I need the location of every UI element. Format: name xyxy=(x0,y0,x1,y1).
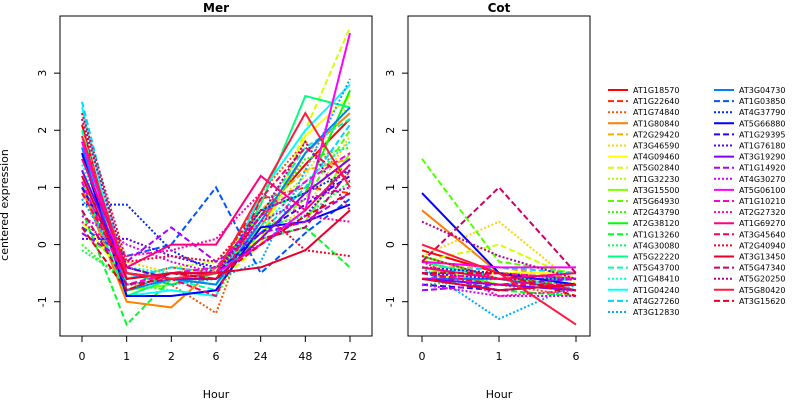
series-line-at3g13450 xyxy=(421,277,577,292)
legend-label: AT3G04730 xyxy=(739,86,785,95)
legend-label: AT1G76180 xyxy=(739,142,785,151)
legend-label: AT5G64930 xyxy=(633,197,679,206)
legend-label: AT5G66880 xyxy=(739,119,785,128)
series-line-at3g15620 xyxy=(81,192,351,292)
legend-label: AT5G47340 xyxy=(739,264,785,273)
legend-label: AT2G43790 xyxy=(633,208,679,217)
x-axis-label: Hour xyxy=(486,388,513,400)
legend-label: AT1G18570 xyxy=(633,86,679,95)
x-tick-label: 1 xyxy=(496,350,503,363)
legend-label: AT5G43700 xyxy=(633,264,679,273)
legend-label: AT1G48410 xyxy=(633,275,679,284)
series-line-at5g06100 xyxy=(81,32,351,280)
legend-label: AT1G10210 xyxy=(739,197,785,206)
x-axis-label: Hour xyxy=(203,388,230,400)
series-line-at3g15620 xyxy=(422,272,577,297)
legend-label: AT5G80420 xyxy=(739,286,785,295)
legend-label: AT1G32230 xyxy=(633,175,679,184)
legend-label: AT1G14920 xyxy=(739,164,785,173)
panel-mer: Mer -1 0 1 2 3 0 1 2 6 24 48 72 Hour xyxy=(36,1,373,400)
series-line-at5g80420 xyxy=(81,111,351,280)
x-tick-label: 24 xyxy=(254,350,268,363)
y-tick-label: 1 xyxy=(384,184,397,191)
legend-label: AT1G69270 xyxy=(739,219,785,228)
panel-cot: Cot -1 0 1 2 3 0 1 6 Hour xyxy=(384,1,591,400)
series-line-at5g20250 xyxy=(81,118,351,280)
series-line-at4g37790 xyxy=(82,169,351,275)
y-tick-label: 2 xyxy=(384,127,397,134)
legend-label: AT5G06100 xyxy=(739,186,785,195)
legend-label: AT4G27260 xyxy=(633,297,679,306)
series-line-at1g69270 xyxy=(81,158,351,269)
legend-label: AT4G30080 xyxy=(633,241,679,250)
legend-label: AT4G09460 xyxy=(633,153,679,162)
legend-label: AT1G03850 xyxy=(739,97,785,106)
legend-label: AT1G74840 xyxy=(633,108,679,117)
legend-label: AT2G40940 xyxy=(739,241,785,250)
figure-y-axis-label: centered expression xyxy=(0,149,11,261)
legend-label: AT3G15620 xyxy=(739,297,785,306)
series-line-at2g27320 xyxy=(421,260,577,298)
x-tick-label: 6 xyxy=(213,350,220,363)
legend-label: AT1G80840 xyxy=(633,119,679,128)
legend-label: AT4G37790 xyxy=(739,108,785,117)
y-tick-label: 3 xyxy=(384,70,397,77)
legend-label: AT3G45640 xyxy=(739,230,785,239)
series-line-at5g47340 xyxy=(81,169,351,286)
legend-label: AT5G02840 xyxy=(633,164,679,173)
y-tick-label: 0 xyxy=(384,241,397,248)
chart-title: Mer xyxy=(203,1,229,15)
series-line-at2g43790 xyxy=(81,146,351,298)
legend-label: AT1G22640 xyxy=(633,97,679,106)
x-tick-label: 0 xyxy=(419,350,426,363)
legend-label: AT2G29420 xyxy=(633,130,679,139)
x-tick-label: 0 xyxy=(79,350,86,363)
legend-label: AT3G12830 xyxy=(633,308,679,317)
legend-label: AT1G04240 xyxy=(633,286,679,295)
x-tick-label: 48 xyxy=(298,350,312,363)
legend: AT1G18570 AT1G22640 AT1G74840 AT1G80840 AT2G… xyxy=(608,86,785,317)
y-tick-label: 3 xyxy=(36,70,49,77)
legend-label: AT4G30270 xyxy=(739,175,785,184)
series-line-at5g64930 xyxy=(421,158,577,275)
x-tick-label: 72 xyxy=(343,350,357,363)
series-line-at5g47340 xyxy=(421,185,577,274)
x-tick-label: 1 xyxy=(123,350,130,363)
legend-label: AT1G13260 xyxy=(633,230,679,239)
x-tick-label: 6 xyxy=(573,350,580,363)
chart-title: Cot xyxy=(488,1,511,15)
series-line-at5g20250 xyxy=(421,220,577,280)
series-line-at4g30270 xyxy=(81,186,351,275)
series-line-at3g46590 xyxy=(421,220,577,286)
y-tick-label: 2 xyxy=(36,127,49,134)
legend-label: AT2G38120 xyxy=(633,219,679,228)
series-line-at5g06100 xyxy=(421,260,576,269)
legend-label: AT3G13450 xyxy=(739,253,785,262)
y-tick-label: -1 xyxy=(384,296,397,307)
legend-label: AT3G46590 xyxy=(633,142,679,151)
series-line-at1g03850 xyxy=(81,185,351,275)
y-tick-label: -1 xyxy=(36,296,49,307)
y-tick-label: 1 xyxy=(36,184,49,191)
legend-label: AT3G15500 xyxy=(633,186,679,195)
series-line-at3g45640 xyxy=(421,272,576,286)
y-tick-label: 0 xyxy=(36,241,49,248)
legend-label: AT3G19290 xyxy=(739,153,785,162)
legend-label: AT2G27320 xyxy=(739,208,785,217)
legend-label: AT5G22220 xyxy=(633,253,679,262)
legend-label: AT1G29395 xyxy=(739,130,785,139)
legend-label: AT5G20250 xyxy=(739,275,785,284)
x-tick-label: 2 xyxy=(168,350,175,363)
